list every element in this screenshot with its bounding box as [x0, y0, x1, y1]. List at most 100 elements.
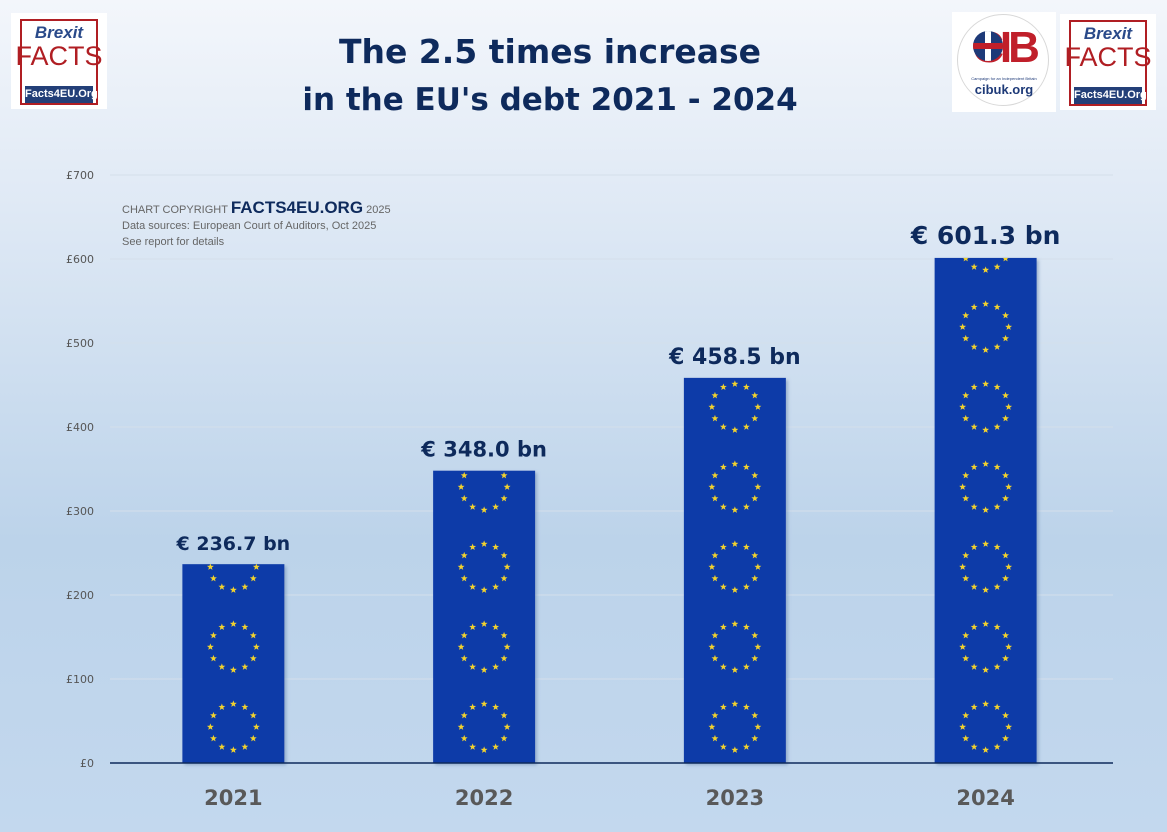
star-icon	[719, 543, 727, 550]
star-icon	[731, 300, 738, 307]
star-icon	[970, 623, 978, 630]
star-icon	[751, 471, 759, 479]
star-icon	[993, 463, 1001, 470]
star-icon	[962, 574, 970, 582]
star-icon	[1002, 414, 1009, 422]
star-icon	[982, 746, 990, 753]
star-icon	[993, 423, 1001, 430]
star-icon	[982, 346, 990, 353]
chart-title-line1: The 2.5 times increase	[338, 32, 762, 71]
star-icon	[982, 266, 990, 273]
star-icon	[959, 323, 967, 330]
star-icon	[252, 723, 260, 730]
star-icon	[210, 631, 217, 639]
cib-logo: CIB Campaign for an Independent Britain …	[952, 12, 1056, 112]
star-icon	[711, 551, 719, 559]
star-icon	[962, 494, 970, 502]
star-icon	[719, 703, 727, 710]
star-icon	[206, 564, 214, 570]
star-icon	[480, 666, 488, 673]
star-icon	[708, 483, 716, 490]
star-icon	[742, 663, 750, 670]
star-icon	[754, 483, 762, 490]
cib-tagline: Campaign for an Independent Britain	[971, 76, 1037, 81]
star-icon	[993, 303, 1001, 310]
star-icon	[457, 643, 465, 650]
star-icon	[993, 583, 1001, 590]
star-icon	[210, 574, 217, 582]
star-icon	[993, 743, 1001, 750]
bars	[182, 257, 1037, 763]
star-icon	[751, 574, 759, 582]
star-icon	[962, 334, 970, 342]
x-tick-label: 2023	[706, 786, 764, 810]
star-icon	[1002, 334, 1009, 342]
star-icon	[469, 703, 477, 710]
star-icon	[962, 257, 969, 262]
copyright-block: CHART COPYRIGHT FACTS4EU.ORG 2025 Data s…	[122, 199, 391, 250]
star-icon	[982, 380, 990, 387]
star-icon	[469, 743, 477, 750]
star-icon	[469, 583, 477, 590]
eu-flag-pattern	[708, 300, 762, 753]
star-icon	[218, 743, 226, 750]
star-icon	[970, 463, 978, 470]
star-icon	[469, 543, 477, 550]
star-icon	[460, 711, 468, 719]
bar	[683, 377, 786, 763]
star-icon	[751, 631, 759, 639]
star-icon	[708, 403, 716, 410]
star-icon	[970, 263, 978, 270]
star-icon	[460, 494, 468, 502]
star-icon	[500, 471, 508, 479]
bar	[182, 564, 285, 763]
y-tick-label: £300	[66, 505, 94, 518]
star-icon	[731, 540, 739, 547]
star-icon	[1002, 494, 1009, 502]
star-icon	[711, 471, 719, 479]
star-icon	[970, 503, 978, 510]
cib-url: cibuk.org	[974, 82, 1034, 97]
star-icon	[982, 620, 990, 627]
star-icon	[711, 654, 719, 662]
star-icon	[970, 383, 978, 390]
star-icon	[1005, 723, 1013, 730]
star-icon	[742, 703, 750, 710]
star-icon	[229, 700, 237, 707]
star-icon	[708, 563, 716, 570]
star-icon	[731, 426, 739, 433]
star-icon	[241, 623, 249, 630]
star-icon	[754, 563, 762, 570]
star-icon	[500, 551, 508, 559]
star-icon	[503, 563, 511, 570]
star-icon	[249, 734, 257, 742]
star-icon	[480, 540, 488, 547]
star-icon	[970, 663, 978, 670]
star-icon	[241, 663, 249, 670]
star-icon	[249, 654, 257, 662]
star-icon	[229, 666, 237, 673]
star-icon	[492, 703, 500, 710]
star-icon	[754, 723, 762, 730]
star-icon	[492, 543, 500, 550]
logo-frame	[1069, 20, 1147, 106]
star-icon	[711, 494, 719, 502]
star-icon	[500, 654, 508, 662]
y-tick-label: £500	[66, 337, 94, 350]
star-icon	[1002, 711, 1009, 719]
star-icon	[970, 303, 978, 310]
star-icon	[1002, 574, 1009, 582]
eu-flag-pattern	[206, 564, 260, 753]
star-icon	[962, 414, 970, 422]
star-icon	[719, 383, 727, 390]
eu-flag-pattern	[457, 471, 511, 753]
star-icon	[970, 543, 978, 550]
y-tick-label: £600	[66, 253, 94, 266]
star-icon	[751, 312, 758, 319]
bar-2023	[683, 300, 786, 763]
star-icon	[751, 414, 759, 422]
star-icon	[731, 380, 739, 387]
star-icon	[962, 471, 970, 479]
star-icon	[1002, 311, 1009, 319]
